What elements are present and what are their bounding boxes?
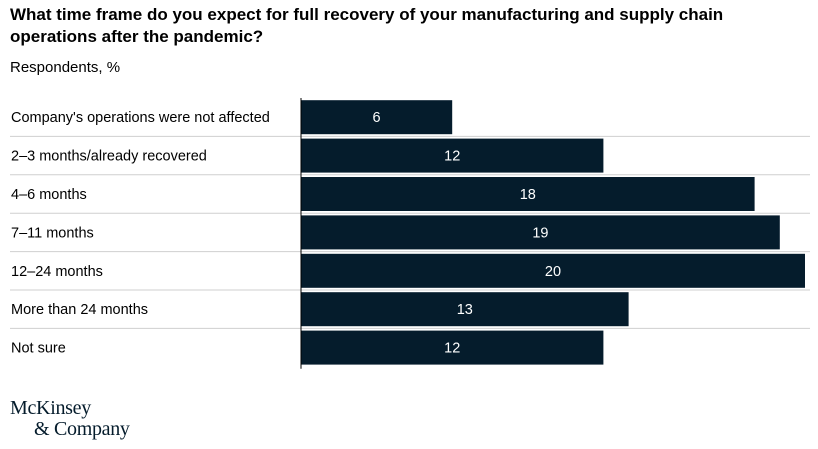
data-label: 6: [373, 110, 381, 126]
category-label: 4–6 months: [11, 187, 87, 203]
category-label: Company's operations were not affected: [11, 110, 270, 126]
chart-title: What time frame do you expect for full r…: [10, 5, 724, 46]
category-label: 7–11 months: [11, 225, 94, 241]
bar: [301, 292, 629, 327]
category-label: 2–3 months/already recovered: [11, 149, 207, 165]
bar: [301, 177, 755, 211]
bar: [301, 100, 453, 135]
bar: [301, 215, 780, 250]
category-label: Not sure: [11, 341, 66, 357]
logo-line-1: McKinsey: [10, 397, 91, 419]
category-label: 12–24 months: [11, 264, 103, 280]
data-label: 13: [457, 302, 473, 318]
data-label: 20: [545, 264, 561, 280]
category-label: More than 24 months: [11, 302, 148, 318]
data-label: 19: [532, 225, 548, 241]
bar: [301, 253, 805, 288]
bar: [301, 138, 604, 173]
data-label: 12: [444, 341, 460, 357]
logo-line-2: & Company: [34, 418, 130, 440]
data-label: 18: [520, 187, 536, 203]
mckinsey-logo: McKinsey & Company: [10, 398, 130, 440]
bar: [301, 330, 604, 365]
chart-subtitle: Respondents, %: [10, 59, 121, 76]
data-label: 12: [444, 149, 460, 165]
